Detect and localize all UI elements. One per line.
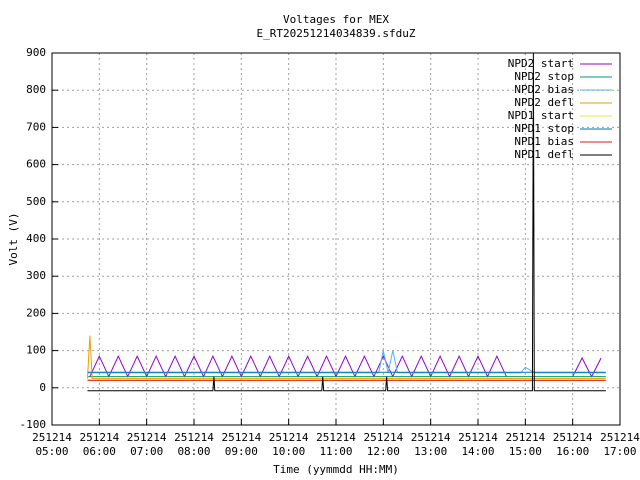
y-tick-label: 300: [26, 269, 46, 282]
x-tick-label: 12:00: [367, 445, 400, 458]
x-tick-label: 07:00: [130, 445, 163, 458]
y-tick-label: 500: [26, 195, 46, 208]
x-tick-label: 251214: [79, 431, 119, 444]
legend-label: NPD2 start: [508, 57, 574, 70]
x-tick-label: 06:00: [83, 445, 116, 458]
legend-label: NPD2 defl: [514, 96, 574, 109]
x-tick-label: 251214: [553, 431, 593, 444]
series-line: [89, 355, 602, 378]
x-tick-label: 251214: [221, 431, 261, 444]
chart-subtitle: E_RT20251214034839.sfduZ: [257, 27, 416, 40]
x-tick-label: 251214: [174, 431, 214, 444]
x-tick-label: 251214: [32, 431, 72, 444]
x-axis-label: Time (yymmdd HH:MM): [273, 463, 399, 476]
series-line: [87, 335, 606, 379]
x-tick-label: 17:00: [603, 445, 636, 458]
y-tick-label: 900: [26, 46, 46, 59]
legend-label: NPD2 bias: [514, 83, 574, 96]
y-tick-label: 600: [26, 158, 46, 171]
series-line: [87, 52, 606, 392]
x-tick-label: 05:00: [35, 445, 68, 458]
x-tick-label: 251214: [505, 431, 545, 444]
plot-frame: [51, 52, 621, 426]
y-axis-label: Volt (V): [7, 213, 20, 266]
x-tick-label: 251214: [127, 431, 167, 444]
y-tick-label: 700: [26, 120, 46, 133]
x-tick-label: 251214: [600, 431, 640, 444]
legend-label: NPD1 defl: [514, 148, 574, 161]
legend-label: NPD2 stop: [514, 70, 574, 83]
legend-label: NPD1 start: [508, 109, 574, 122]
y-tick-label: 0: [39, 381, 46, 394]
x-tick-label: 11:00: [319, 445, 352, 458]
series-line: [87, 350, 606, 374]
x-tick-label: 09:00: [225, 445, 258, 458]
y-tick-label: -100: [20, 418, 47, 431]
legend-label: NPD1 bias: [514, 135, 574, 148]
x-tick-label: 251214: [316, 431, 356, 444]
chart-title: Voltages for MEX: [283, 13, 389, 26]
x-tick-label: 251214: [363, 431, 403, 444]
legend-label: NPD1 stop: [514, 122, 574, 135]
x-tick-label: 251214: [269, 431, 309, 444]
x-tick-label: 15:00: [509, 445, 542, 458]
y-tick-label: 800: [26, 83, 46, 96]
x-tick-label: 13:00: [414, 445, 447, 458]
x-tick-label: 08:00: [177, 445, 210, 458]
x-tick-label: 16:00: [556, 445, 589, 458]
x-tick-label: 10:00: [272, 445, 305, 458]
y-tick-label: 200: [26, 306, 46, 319]
x-tick-label: 14:00: [461, 445, 494, 458]
x-tick-label: 251214: [411, 431, 451, 444]
y-tick-label: 400: [26, 232, 46, 245]
x-tick-label: 251214: [458, 431, 498, 444]
y-tick-label: 100: [26, 344, 46, 357]
